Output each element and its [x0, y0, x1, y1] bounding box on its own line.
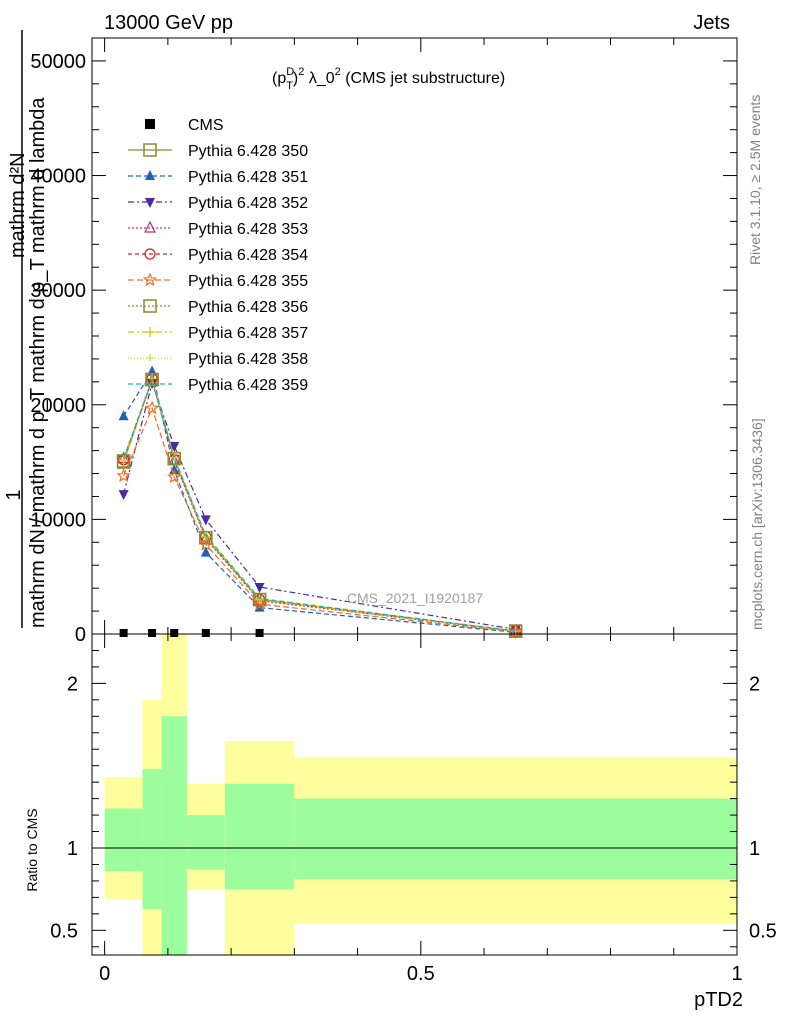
data-point [201, 629, 210, 637]
data-point [146, 373, 159, 386]
series-line [123, 376, 516, 632]
data-point [118, 410, 129, 421]
legend-label: Pythia 6.428 350 [188, 143, 308, 160]
legend-label: Pythia 6.428 353 [188, 221, 308, 238]
ylabel-numerator: mathrm d²N [7, 152, 29, 258]
ratio-band-green [161, 716, 187, 955]
ratio-y-tick-label: 0.5 [50, 920, 78, 942]
legend: CMS Pythia 6.428 350 Pythia 6.428 351 Pythi… [128, 117, 308, 394]
y-tick-label: 30000 [30, 280, 86, 302]
data-point [255, 629, 264, 637]
legend-label: Pythia 6.428 359 [188, 377, 308, 394]
legend-label: Pythia 6.428 352 [188, 195, 308, 212]
ratio-y-tick-label-right: 1 [749, 838, 760, 860]
data-point [145, 198, 155, 208]
legend-label: Pythia 6.428 358 [188, 351, 308, 368]
legend-entry: Pythia 6.428 352 [128, 195, 308, 212]
data-point [148, 629, 157, 637]
data-point [508, 624, 523, 638]
legend-label: Pythia 6.428 357 [188, 325, 308, 342]
ratio-band-green [294, 798, 737, 880]
x-tick-label: 0 [99, 963, 110, 985]
data-point [145, 119, 155, 129]
y-tick-label: 0 [75, 624, 86, 646]
y-tick-label: 40000 [30, 166, 86, 188]
main-panel: 0 10000 20000 30000 40000 50000 [30, 37, 738, 646]
legend-entry: Pythia 6.428 355 [128, 272, 308, 290]
ratio-y-tick-label: 2 [67, 673, 78, 695]
main-series [104, 365, 737, 638]
y-tick-label: 20000 [30, 395, 86, 417]
ratio-y-tick-label: 1 [67, 838, 78, 860]
data-point [170, 629, 179, 637]
data-point [145, 170, 155, 180]
data-point [144, 400, 160, 415]
ratio-band-green [142, 768, 162, 909]
legend-entry: CMS [145, 117, 224, 134]
analysis-watermark: CMS_2021_I1920187 [347, 590, 483, 606]
legend-label: Pythia 6.428 354 [188, 247, 308, 264]
ratio-band-green [224, 783, 295, 890]
legend-entry: Pythia 6.428 353 [128, 220, 308, 238]
data-point [142, 272, 158, 287]
data-point [252, 596, 267, 611]
ylabel-denominator: mathrm dN / mathrm d p_T mathrm d p_T ma… [27, 97, 49, 628]
data-point [119, 629, 128, 637]
plot-title: (pD T)2 λ_02 (CMS jet substructure) [272, 66, 505, 92]
data-point [143, 143, 157, 157]
data-point [198, 537, 213, 551]
data-point [254, 583, 265, 594]
data-point [144, 248, 156, 260]
header-process: Jets [693, 12, 730, 34]
legend-entry: Pythia 6.428 351 [128, 169, 308, 186]
main-ylabel: 1 mathrm d²N mathrm dN / mathrm d p_T ma… [3, 30, 49, 628]
data-point [201, 532, 210, 541]
legend-label: Pythia 6.428 355 [188, 273, 308, 290]
data-point [146, 354, 154, 362]
data-point [167, 469, 182, 484]
legend-label: Pythia 6.428 351 [188, 169, 308, 186]
legend-entry: Pythia 6.428 358 [128, 351, 308, 368]
legend-entry: Pythia 6.428 356 [128, 299, 308, 316]
legend-entry: Pythia 6.428 357 [128, 325, 308, 342]
mcplots-label: mcplots.cern.ch [arXiv:1306.3436] [749, 418, 765, 630]
series-pythia-355 [116, 400, 523, 638]
data-point [169, 442, 180, 453]
ratio-bands [104, 634, 737, 955]
header-energy: 13000 GeV pp [104, 12, 233, 34]
legend-label: CMS [188, 117, 224, 134]
data-point [144, 220, 156, 233]
data-point [145, 327, 155, 337]
x-axis-label: pTD2 [694, 989, 743, 1011]
ylabel-one: 1 [3, 489, 25, 500]
data-point [116, 454, 131, 468]
ratio-ylabel: Ratio to CMS [24, 808, 40, 891]
ratio-y-tick-label-right: 2 [749, 673, 760, 695]
y-tick-label: 50000 [30, 51, 86, 73]
ratio-panel: 0.5 0.5 1 1 2 2 0 0.5 1 [50, 633, 777, 985]
series-pythia-352 [118, 378, 521, 636]
series-line [123, 406, 516, 633]
ratio-y-tick-label-right: 0.5 [749, 920, 777, 942]
x-tick-label: 1 [731, 963, 742, 985]
data-point [116, 468, 131, 482]
y-tick-label: 10000 [30, 509, 86, 531]
data-point [200, 546, 211, 557]
data-point [169, 464, 180, 475]
data-point [200, 515, 211, 526]
ratio-frame [91, 633, 738, 956]
legend-entry: Pythia 6.428 354 [128, 247, 308, 264]
data-point [143, 299, 157, 313]
data-point [118, 490, 129, 501]
legend-entry: Pythia 6.428 359 [128, 377, 308, 394]
legend-entry: Pythia 6.428 350 [128, 143, 308, 160]
rivet-label: Rivet 3.1.10, ≥ 2.5M events [747, 95, 763, 265]
ratio-band-green [104, 808, 143, 872]
legend-label: Pythia 6.428 356 [188, 299, 308, 316]
x-tick-label: 0.5 [407, 963, 435, 985]
ratio-band-green [186, 815, 225, 870]
